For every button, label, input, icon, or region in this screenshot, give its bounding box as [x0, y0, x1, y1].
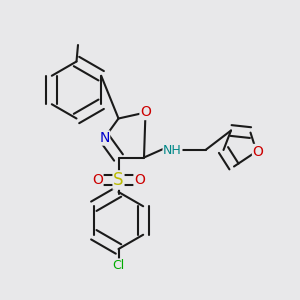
- Text: Cl: Cl: [112, 259, 124, 272]
- Text: O: O: [253, 145, 263, 158]
- Text: O: O: [140, 106, 151, 119]
- Text: NH: NH: [163, 143, 182, 157]
- Text: N: N: [99, 131, 110, 145]
- Text: O: O: [134, 173, 145, 187]
- Text: O: O: [92, 173, 103, 187]
- Text: S: S: [113, 171, 124, 189]
